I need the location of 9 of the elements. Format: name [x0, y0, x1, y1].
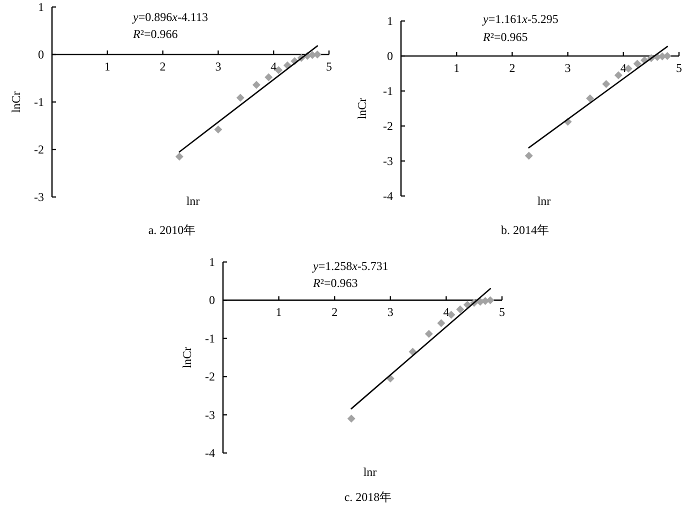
annotation: R²=0.965	[483, 30, 528, 44]
annotation: y=0.896x-4.113	[133, 10, 208, 24]
caption: c. 2018年	[344, 490, 392, 504]
caption: a. 2010年	[148, 223, 196, 237]
annotation: R²=0.966	[133, 27, 178, 41]
annotation: y=1.258x-5.731	[313, 259, 388, 273]
annotation: R²=0.963	[313, 276, 358, 290]
annotation: y=1.161x-5.295	[483, 12, 558, 26]
caption: b. 2014年	[501, 223, 549, 237]
